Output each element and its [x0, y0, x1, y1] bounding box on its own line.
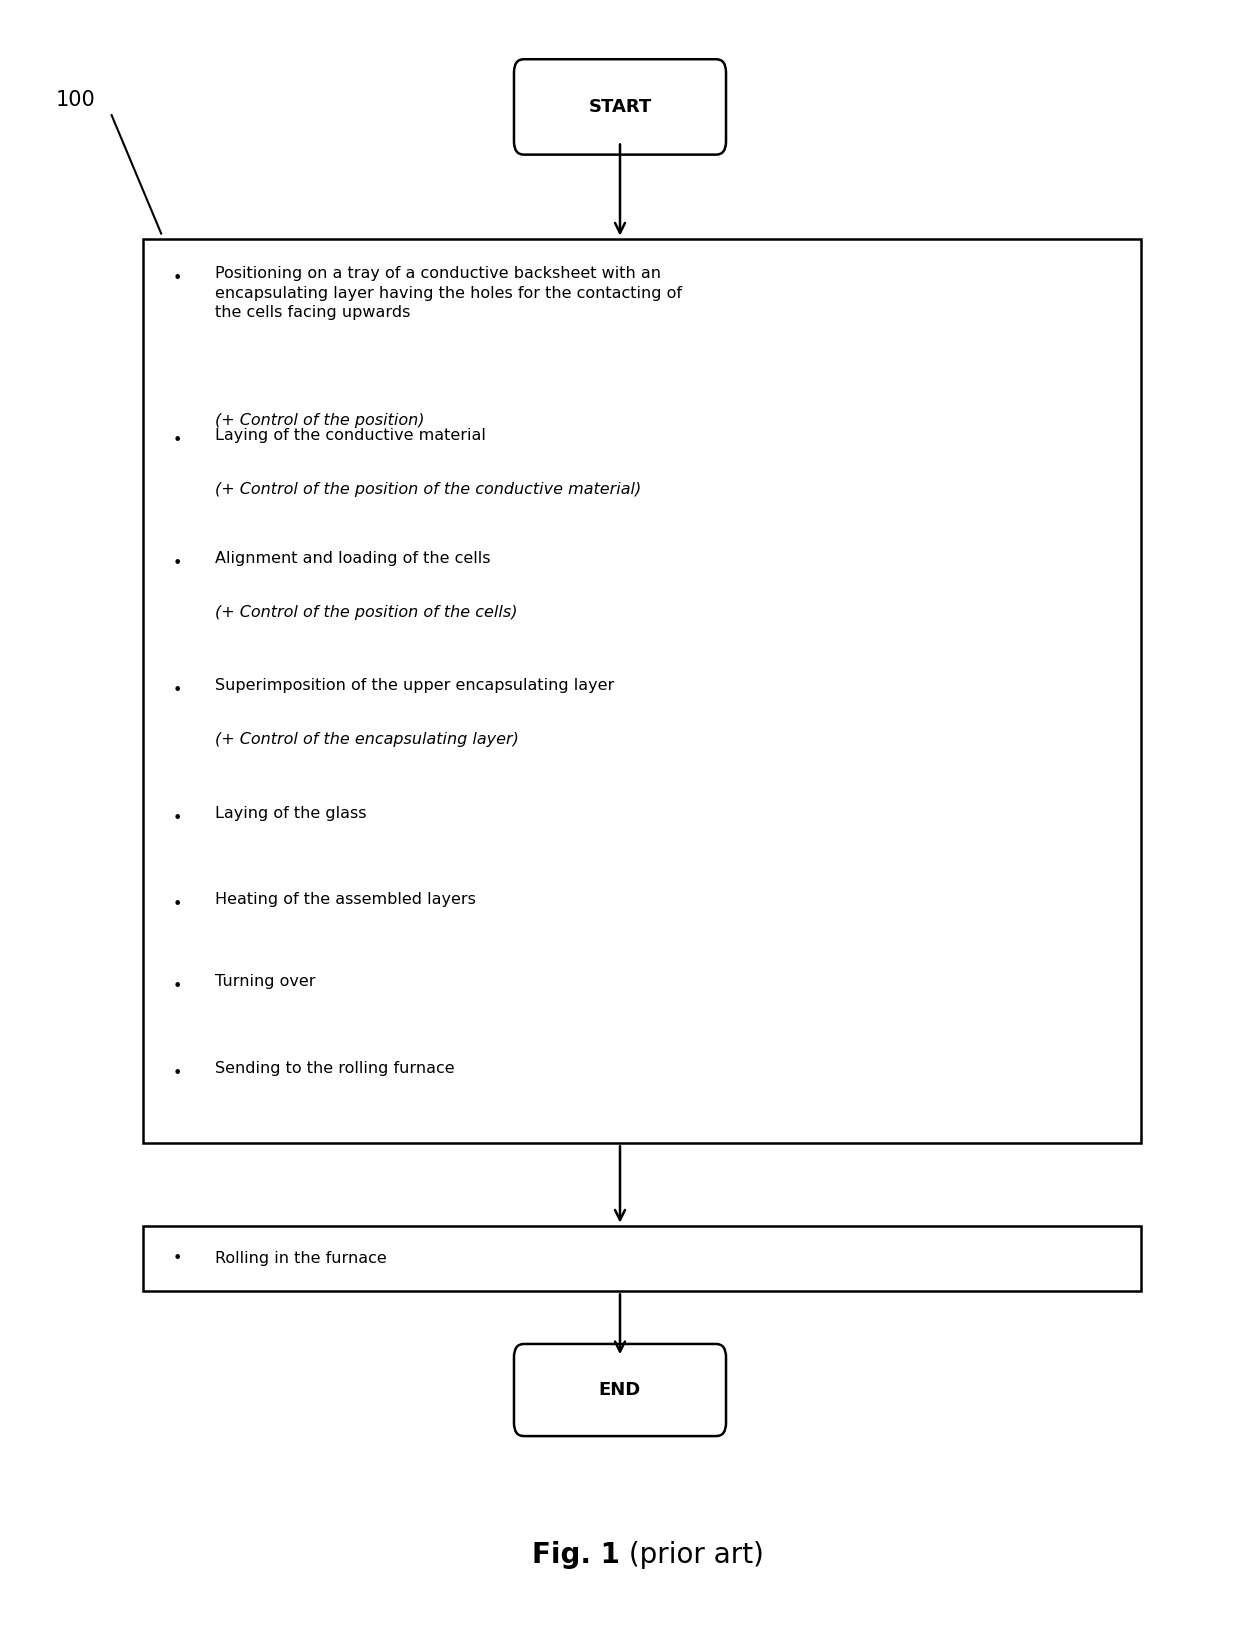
Text: Laying of the conductive material: Laying of the conductive material: [215, 428, 485, 443]
Text: Fig. 1: Fig. 1: [532, 1540, 620, 1569]
Text: (+ Control of the position of the conductive material): (+ Control of the position of the conduc…: [215, 482, 641, 497]
Text: Turning over: Turning over: [215, 974, 315, 989]
Text: •: •: [172, 1250, 182, 1267]
Text: (+ Control of the position): (+ Control of the position): [215, 413, 424, 428]
Text: •: •: [172, 897, 182, 911]
Bar: [143, 1226, 1141, 1291]
FancyBboxPatch shape: [515, 59, 725, 155]
Text: Alignment and loading of the cells: Alignment and loading of the cells: [215, 551, 490, 566]
Text: •: •: [172, 979, 182, 994]
Text: (prior art): (prior art): [620, 1540, 764, 1569]
Text: •: •: [172, 811, 182, 826]
Text: •: •: [172, 1066, 182, 1081]
Text: START: START: [588, 99, 652, 115]
Text: •: •: [172, 556, 182, 571]
Text: •: •: [172, 433, 182, 447]
Text: (+ Control of the encapsulating layer): (+ Control of the encapsulating layer): [215, 732, 518, 747]
Text: Positioning on a tray of a conductive backsheet with an
encapsulating layer havi: Positioning on a tray of a conductive ba…: [215, 266, 682, 319]
Bar: [143, 239, 1141, 1143]
Text: Sending to the rolling furnace: Sending to the rolling furnace: [215, 1061, 454, 1076]
Text: Superimposition of the upper encapsulating layer: Superimposition of the upper encapsulati…: [215, 678, 614, 693]
Text: Heating of the assembled layers: Heating of the assembled layers: [215, 892, 475, 906]
Text: Laying of the glass: Laying of the glass: [215, 806, 366, 821]
Text: END: END: [599, 1382, 641, 1398]
Text: 100: 100: [56, 90, 95, 110]
Text: •: •: [172, 683, 182, 697]
FancyBboxPatch shape: [515, 1344, 725, 1436]
Text: •: •: [172, 271, 182, 286]
Text: (+ Control of the position of the cells): (+ Control of the position of the cells): [215, 605, 517, 620]
Text: Rolling in the furnace: Rolling in the furnace: [215, 1250, 387, 1267]
